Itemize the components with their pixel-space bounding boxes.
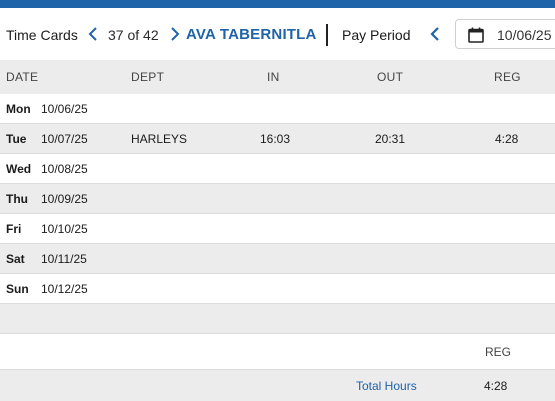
header-divider bbox=[326, 24, 328, 46]
table-row[interactable]: Fri 10/10/25 bbox=[0, 214, 555, 244]
column-header-dept: DEPT bbox=[131, 70, 165, 84]
column-header-out: OUT bbox=[377, 70, 404, 84]
row-day: Mon bbox=[6, 102, 31, 116]
row-date: 10/06/25 bbox=[41, 102, 88, 116]
row-dept: HARLEYS bbox=[131, 132, 188, 146]
total-hours-label: Total Hours bbox=[356, 379, 417, 393]
row-in: 16:03 bbox=[260, 132, 291, 146]
row-date: 10/10/25 bbox=[41, 222, 88, 236]
table-row[interactable]: Mon 10/06/25 bbox=[0, 94, 555, 124]
table-row[interactable]: Sat 10/11/25 bbox=[0, 244, 555, 274]
column-header-reg: REG bbox=[494, 70, 521, 84]
column-header-date: DATE bbox=[6, 70, 39, 84]
record-counter: 37 of 42 bbox=[108, 27, 159, 43]
row-date: 10/08/25 bbox=[41, 162, 88, 176]
total-hours-reg-value: 4:28 bbox=[484, 379, 508, 393]
previous-pay-period-button[interactable] bbox=[428, 24, 442, 44]
row-date: 10/11/25 bbox=[41, 252, 87, 266]
row-day: Thu bbox=[6, 192, 28, 206]
employee-name[interactable]: AVA TABERNITLA bbox=[186, 26, 317, 43]
table-row[interactable]: Tue 10/07/25 HARLEYS 16:03 20:31 4:28 bbox=[0, 124, 555, 154]
page-title: Time Cards bbox=[6, 27, 78, 43]
row-out: 20:31 bbox=[375, 132, 406, 146]
pay-period-date-picker[interactable]: 10/06/25 bbox=[455, 19, 555, 49]
timecard-header: Time Cards 37 of 42 AVA TABERNITLA Pay P… bbox=[0, 8, 555, 60]
table-row[interactable]: Sun 10/12/25 bbox=[0, 274, 555, 304]
calendar-icon bbox=[468, 27, 484, 43]
next-employee-button[interactable] bbox=[168, 24, 182, 44]
table-row[interactable]: Thu 10/09/25 bbox=[0, 184, 555, 214]
row-date: 10/12/25 bbox=[41, 282, 88, 296]
row-date: 10/09/25 bbox=[41, 192, 88, 206]
chevron-left-icon bbox=[430, 27, 439, 41]
row-day: Tue bbox=[6, 132, 27, 146]
summary-header-row: REG bbox=[0, 334, 555, 370]
top-accent-bar bbox=[0, 0, 555, 8]
chevron-right-icon bbox=[171, 27, 180, 41]
previous-employee-button[interactable] bbox=[86, 24, 100, 44]
chevron-left-icon bbox=[88, 27, 97, 41]
table-row[interactable]: Wed 10/08/25 bbox=[0, 154, 555, 184]
row-day: Sun bbox=[6, 282, 29, 296]
totals-row: Total Hours 4:28 bbox=[0, 370, 555, 401]
column-header-row: DATE DEPT IN OUT REG bbox=[0, 60, 555, 94]
column-header-in: IN bbox=[267, 70, 280, 84]
table-footer-spacer bbox=[0, 304, 555, 334]
row-day: Sat bbox=[6, 252, 25, 266]
row-reg: 4:28 bbox=[495, 132, 519, 146]
summary-header-reg: REG bbox=[485, 345, 512, 359]
pay-period-date-value: 10/06/25 bbox=[497, 27, 552, 43]
row-date: 10/07/25 bbox=[41, 132, 88, 146]
row-day: Wed bbox=[6, 162, 32, 176]
row-day: Fri bbox=[6, 222, 22, 236]
pay-period-label: Pay Period bbox=[342, 27, 411, 43]
